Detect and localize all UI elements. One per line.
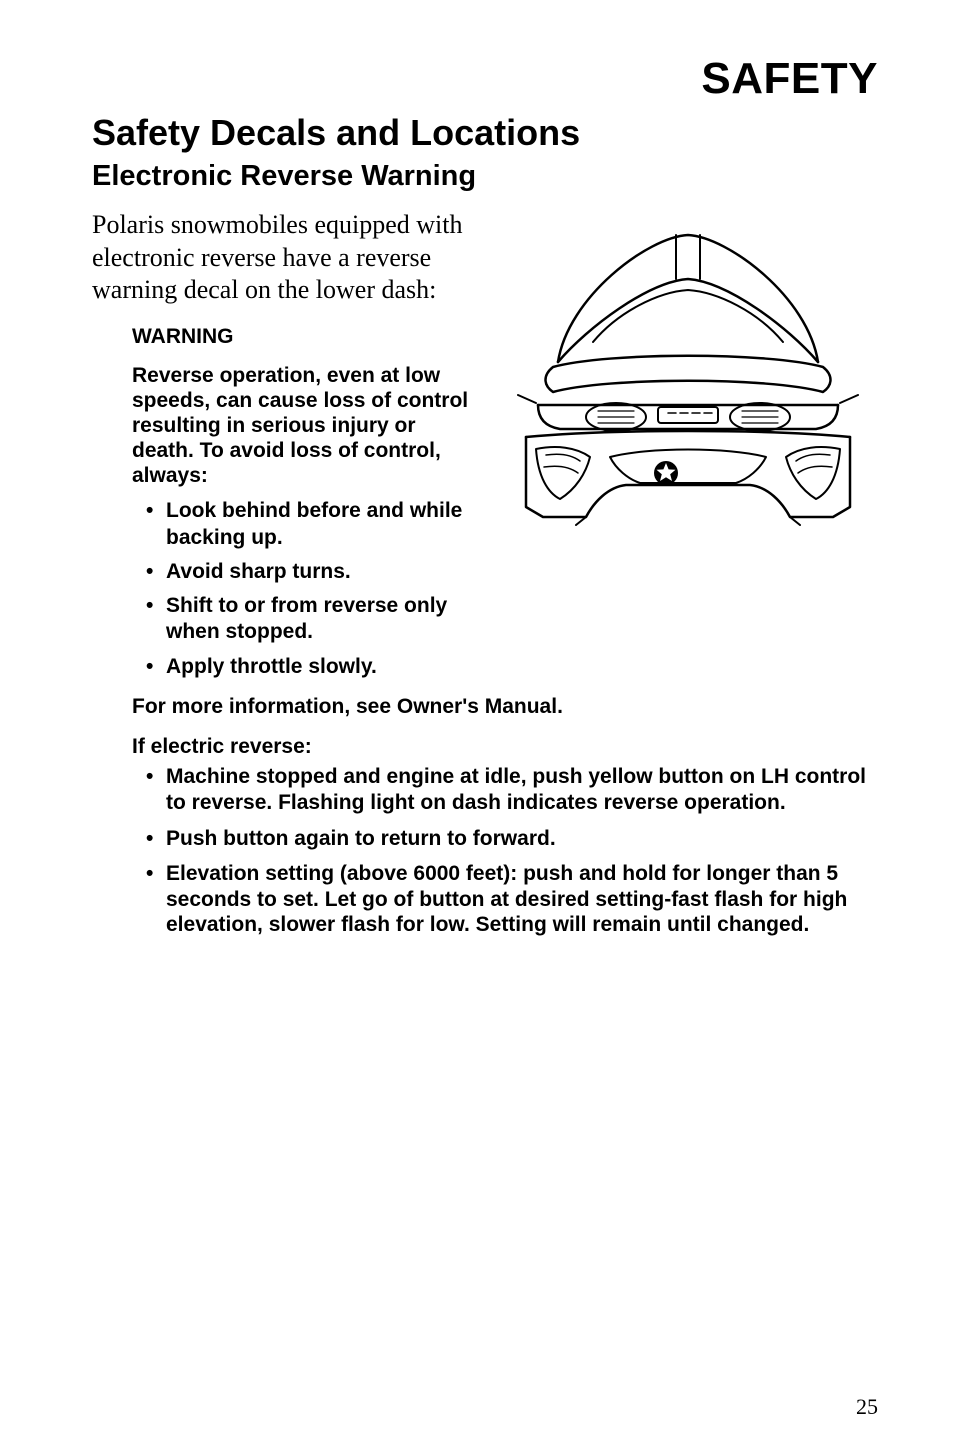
electric-bullets: Machine stopped and engine at idle, push…: [132, 764, 878, 938]
warning-heading: WARNING: [132, 325, 474, 349]
warning-body: Reverse operation, even at low speeds, c…: [132, 363, 474, 489]
electric-bullet: Machine stopped and engine at idle, push…: [146, 764, 878, 815]
warning-bullet: Avoid sharp turns.: [146, 559, 474, 585]
page-title: Safety Decals and Locations: [92, 112, 878, 154]
warning-block: WARNING Reverse operation, even at low s…: [92, 325, 474, 680]
section-header: SAFETY: [92, 54, 878, 104]
page-subtitle: Electronic Reverse Warning: [92, 160, 878, 193]
electric-bullet: Push button again to return to forward.: [146, 826, 878, 852]
electric-bullet: Elevation setting (above 6000 feet): pus…: [146, 861, 878, 938]
decal-marker-icon: [654, 461, 678, 485]
left-column: Polaris snowmobiles equipped with electr…: [92, 209, 474, 690]
lower-text-block: For more information, see Owner's Manual…: [92, 694, 878, 938]
warning-bullets: Look behind before and while backing up.…: [132, 498, 474, 680]
warning-bullet: Apply throttle slowly.: [146, 654, 474, 680]
content-row: Polaris snowmobiles equipped with electr…: [92, 209, 878, 690]
more-info-line: For more information, see Owner's Manual…: [132, 694, 878, 720]
dashboard-figure: [498, 217, 878, 532]
electric-heading: If electric reverse:: [132, 734, 878, 760]
warning-bullet: Shift to or from reverse only when stopp…: [146, 593, 474, 646]
page-number: 25: [856, 1394, 878, 1420]
warning-bullet: Look behind before and while backing up.: [146, 498, 474, 551]
intro-paragraph: Polaris snowmobiles equipped with electr…: [92, 209, 474, 307]
